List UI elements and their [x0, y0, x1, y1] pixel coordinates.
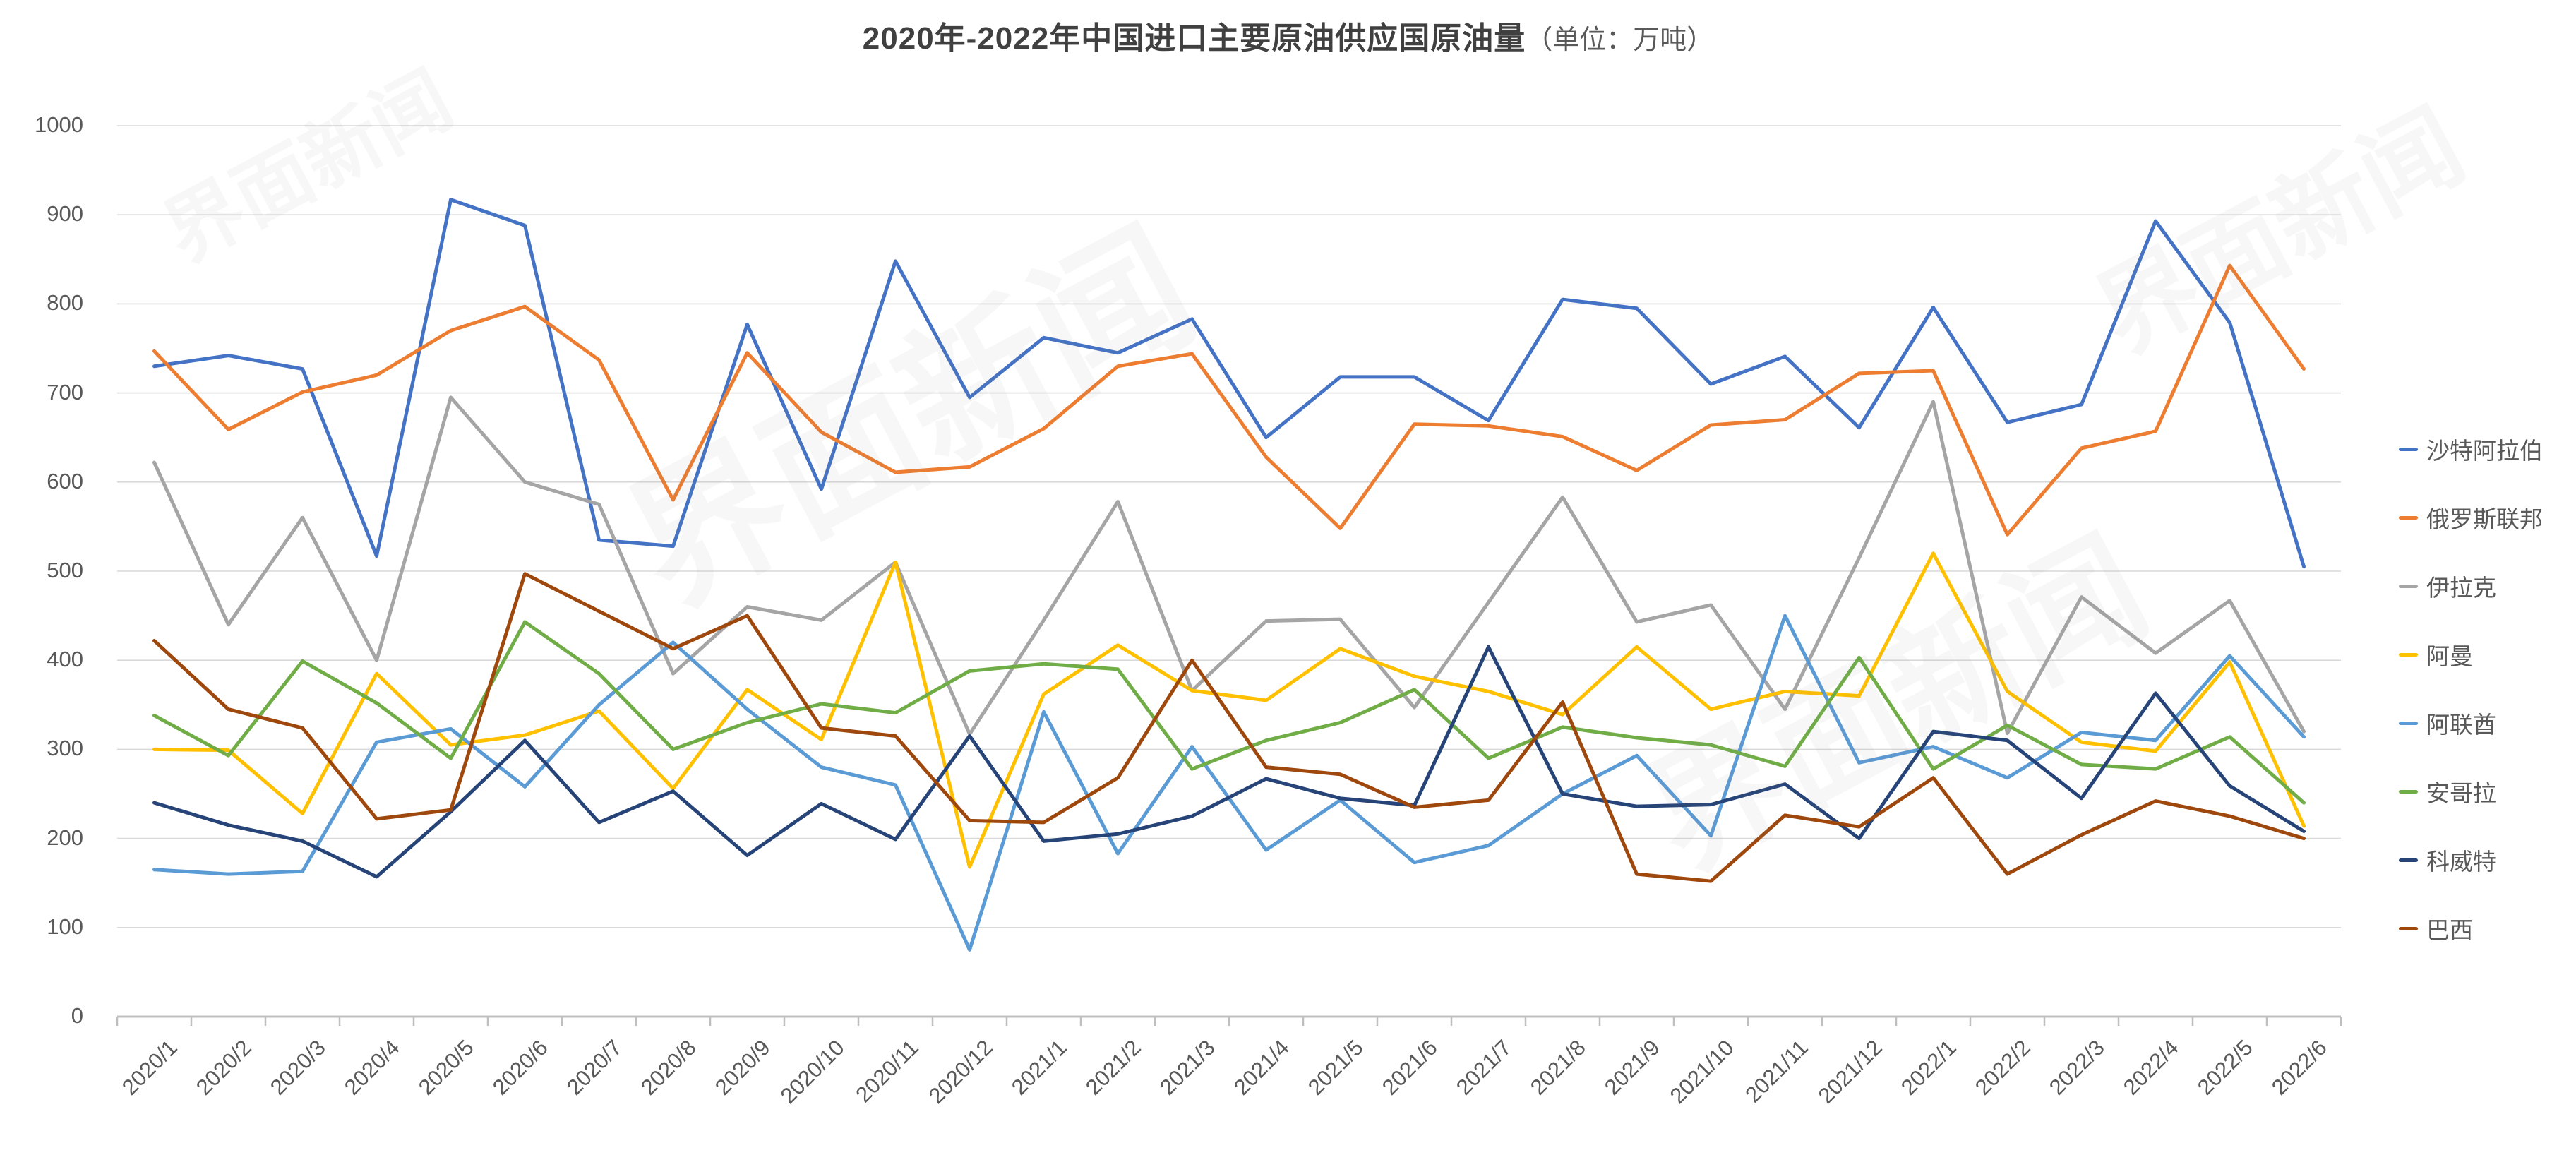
y-tick-label-700: 700	[47, 379, 83, 405]
chart-title: 2020年-2022年中国进口主要原油供应国原油量（单位：万吨）	[0, 13, 2576, 58]
legend-label-阿曼: 阿曼	[2426, 643, 2473, 669]
legend-swatch-阿联酋	[2399, 721, 2418, 725]
y-tick-label-100: 100	[47, 914, 83, 939]
y-tick-label-500: 500	[47, 558, 83, 582]
series-line-阿曼	[152, 551, 2306, 869]
y-tick-label-0: 0	[71, 1003, 83, 1028]
series-line-巴西	[152, 572, 2306, 883]
legend-item-科威特: 科威特	[2399, 843, 2543, 877]
series-line-安哥拉	[152, 620, 2306, 805]
series-line-沙特阿拉伯	[152, 198, 2306, 569]
legend-item-俄罗斯联邦: 俄罗斯联邦	[2399, 501, 2543, 534]
legend-swatch-巴西	[2399, 926, 2418, 930]
series-line-俄罗斯联邦	[152, 263, 2306, 537]
y-tick-label-300: 300	[47, 736, 83, 761]
legend-swatch-伊拉克	[2399, 584, 2418, 588]
legend-label-俄罗斯联邦: 俄罗斯联邦	[2426, 506, 2543, 532]
legend-item-阿曼: 阿曼	[2399, 638, 2543, 671]
legend-item-沙特阿拉伯: 沙特阿拉伯	[2399, 432, 2543, 466]
chart-title-unit: （单位：万吨）	[1526, 25, 1714, 55]
series-line-阿联酋	[152, 614, 2306, 952]
legend-label-安哥拉: 安哥拉	[2426, 780, 2496, 806]
y-tick-label-200: 200	[47, 825, 83, 850]
legend-label-伊拉克: 伊拉克	[2426, 575, 2496, 601]
legend-swatch-安哥拉	[2399, 789, 2418, 794]
series-line-科威特	[152, 645, 2306, 879]
series-line-伊拉克	[152, 395, 2306, 736]
legend-label-阿联酋: 阿联酋	[2426, 712, 2496, 738]
y-tick-label-1000: 1000	[35, 112, 83, 137]
legend-swatch-科威特	[2399, 858, 2418, 862]
legend-label-沙特阿拉伯: 沙特阿拉伯	[2426, 438, 2543, 464]
legend-item-安哥拉: 安哥拉	[2399, 774, 2543, 808]
legend-label-巴西: 巴西	[2426, 917, 2473, 943]
chart-title-main: 2020年-2022年中国进口主要原油供应国原油量	[862, 21, 1526, 56]
y-tick-label-800: 800	[47, 290, 83, 316]
legend-swatch-沙特阿拉伯	[2399, 447, 2418, 451]
legend-swatch-阿曼	[2399, 652, 2418, 657]
legend: 沙特阿拉伯俄罗斯联邦伊拉克阿曼阿联酋安哥拉科威特巴西	[2399, 432, 2543, 945]
legend-item-阿联酋: 阿联酋	[2399, 706, 2543, 740]
legend-swatch-俄罗斯联邦	[2399, 515, 2418, 520]
legend-item-伊拉克: 伊拉克	[2399, 569, 2543, 603]
legend-item-巴西: 巴西	[2399, 911, 2543, 945]
y-tick-label-900: 900	[47, 201, 83, 227]
y-tick-label-600: 600	[47, 468, 83, 493]
legend-label-科威特: 科威特	[2426, 849, 2496, 875]
y-tick-label-400: 400	[47, 647, 83, 672]
